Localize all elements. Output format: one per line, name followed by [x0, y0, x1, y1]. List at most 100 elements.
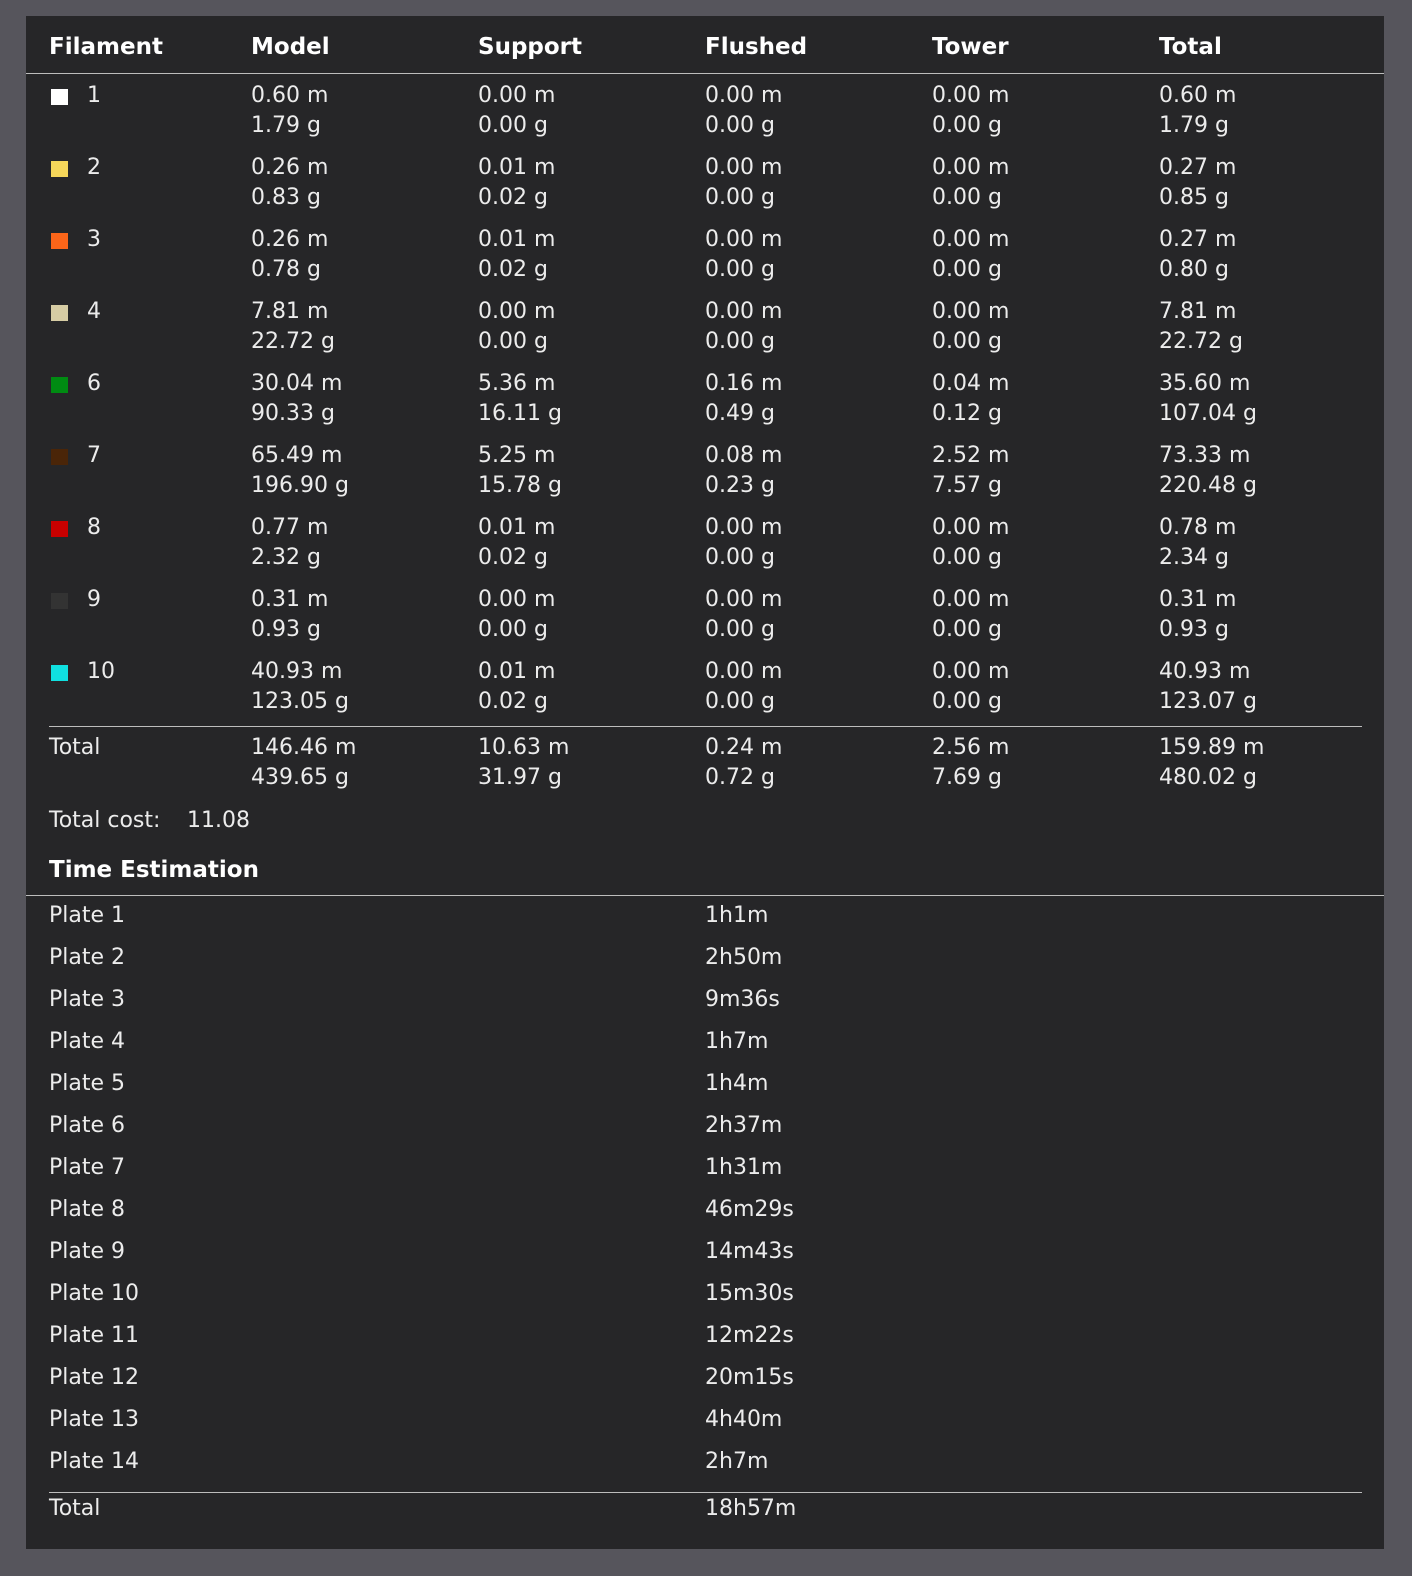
length-value: 0.27 m	[1159, 227, 1237, 252]
divider	[26, 895, 1384, 896]
length-value: 40.93 m	[1159, 659, 1251, 684]
length-value: 0.78 m	[1159, 515, 1237, 540]
weight-value: 0.02 g	[478, 257, 548, 282]
weight-value: 0.00 g	[478, 617, 548, 642]
plate-name: Plate 4	[49, 1029, 126, 1054]
length-value: 0.00 m	[705, 515, 783, 540]
plate-name: Plate 7	[49, 1155, 126, 1180]
plate-name: Plate 13	[49, 1407, 140, 1432]
length-value: 0.00 m	[932, 587, 1010, 612]
length-value: 7.81 m	[1159, 299, 1237, 324]
cell-tower: 0.00 m 0.00 g	[932, 657, 1009, 717]
length-value: 5.36 m	[478, 371, 556, 396]
cell-tower: 0.00 m 0.00 g	[932, 585, 1009, 645]
cell-flushed: 0.00 m 0.00 g	[705, 657, 782, 717]
weight-value: 2.34 g	[1159, 545, 1229, 570]
cell-flushed: 0.00 m 0.00 g	[705, 297, 782, 357]
cell-total: 40.93 m 123.07 g	[1159, 657, 1257, 717]
length-value: 0.01 m	[478, 227, 556, 252]
cell-model: 0.26 m 0.78 g	[251, 225, 328, 285]
cell-tower: 0.04 m 0.12 g	[932, 369, 1009, 429]
total-flushed: 0.24 m 0.72 g	[705, 733, 782, 793]
length-value: 0.31 m	[1159, 587, 1237, 612]
plate-time: 2h50m	[705, 945, 783, 970]
cell-support: 0.00 m 0.00 g	[478, 81, 555, 141]
weight-value: 220.48 g	[1159, 473, 1257, 498]
weight-value: 196.90 g	[251, 473, 349, 498]
length-value: 0.01 m	[478, 515, 556, 540]
plate-time: 2h7m	[705, 1449, 769, 1474]
weight-value: 0.00 g	[478, 113, 548, 138]
cell-model: 40.93 m 123.05 g	[251, 657, 349, 717]
weight-value: 480.02 g	[1159, 765, 1257, 790]
plate-time: 46m29s	[705, 1197, 794, 1222]
weight-value: 90.33 g	[251, 401, 335, 426]
filament-id: 2	[87, 155, 101, 180]
length-value: 0.04 m	[932, 371, 1010, 396]
plate-time: 4h40m	[705, 1407, 783, 1432]
filament-id: 9	[87, 587, 101, 612]
weight-value: 0.00 g	[932, 329, 1002, 354]
cell-support: 0.01 m 0.02 g	[478, 225, 555, 285]
plate-time: 1h1m	[705, 903, 769, 928]
cell-support: 0.01 m 0.02 g	[478, 513, 555, 573]
filament-color-swatch	[51, 593, 68, 609]
length-value: 0.00 m	[705, 659, 783, 684]
length-value: 35.60 m	[1159, 371, 1251, 396]
filament-row: 4 7.81 m 22.72 g 0.00 m 0.00 g 0.00 m 0.00 g 0.…	[26, 297, 1384, 357]
plate-name: Plate 9	[49, 1239, 126, 1264]
weight-value: 22.72 g	[251, 329, 335, 354]
length-value: 0.00 m	[705, 299, 783, 324]
weight-value: 0.02 g	[478, 185, 548, 210]
plate-name: Plate 2	[49, 945, 126, 970]
total-cost-value: 11.08	[187, 808, 250, 833]
cell-total: 0.60 m 1.79 g	[1159, 81, 1236, 141]
cell-tower: 0.00 m 0.00 g	[932, 297, 1009, 357]
weight-value: 0.80 g	[1159, 257, 1229, 282]
plate-name: Plate 14	[49, 1449, 140, 1474]
filament-color-swatch	[51, 89, 68, 105]
total-model: 146.46 m 439.65 g	[251, 733, 356, 793]
cell-total: 0.27 m 0.80 g	[1159, 225, 1236, 285]
weight-value: 0.02 g	[478, 689, 548, 714]
length-value: 146.46 m	[251, 735, 357, 760]
weight-value: 0.00 g	[705, 185, 775, 210]
cell-support: 0.01 m 0.02 g	[478, 657, 555, 717]
plate-name: Plate 10	[49, 1281, 140, 1306]
cell-support: 0.00 m 0.00 g	[478, 297, 555, 357]
weight-value: 1.79 g	[251, 113, 321, 138]
weight-value: 0.00 g	[705, 617, 775, 642]
plate-time: 15m30s	[705, 1281, 794, 1306]
length-value: 5.25 m	[478, 443, 556, 468]
cell-model: 0.77 m 2.32 g	[251, 513, 328, 573]
cell-flushed: 0.00 m 0.00 g	[705, 81, 782, 141]
length-value: 0.24 m	[705, 735, 783, 760]
length-value: 2.52 m	[932, 443, 1010, 468]
weight-value: 22.72 g	[1159, 329, 1243, 354]
weight-value: 0.00 g	[705, 545, 775, 570]
cell-tower: 0.00 m 0.00 g	[932, 81, 1009, 141]
plate-name: Plate 11	[49, 1323, 140, 1348]
filament-row: 10 40.93 m 123.05 g 0.01 m 0.02 g 0.00 m 0.00 …	[26, 657, 1384, 717]
total-label: Total	[49, 735, 101, 760]
time-total-label: Total	[49, 1496, 101, 1521]
plate-time: 14m43s	[705, 1239, 794, 1264]
length-value: 30.04 m	[251, 371, 343, 396]
filament-row: 1 0.60 m 1.79 g 0.00 m 0.00 g 0.00 m 0.00 g 0.0…	[26, 81, 1384, 141]
weight-value: 0.00 g	[478, 329, 548, 354]
length-value: 0.00 m	[705, 587, 783, 612]
cell-support: 5.36 m 16.11 g	[478, 369, 562, 429]
weight-value: 0.49 g	[705, 401, 775, 426]
cell-total: 7.81 m 22.72 g	[1159, 297, 1243, 357]
column-header-total: Total	[1159, 34, 1222, 60]
plate-time: 1h31m	[705, 1155, 783, 1180]
length-value: 73.33 m	[1159, 443, 1251, 468]
weight-value: 15.78 g	[478, 473, 562, 498]
weight-value: 0.00 g	[932, 689, 1002, 714]
cell-total: 73.33 m 220.48 g	[1159, 441, 1257, 501]
cell-total: 0.78 m 2.34 g	[1159, 513, 1236, 573]
cell-tower: 0.00 m 0.00 g	[932, 225, 1009, 285]
filament-color-swatch	[51, 161, 68, 177]
plate-name: Plate 6	[49, 1113, 126, 1138]
